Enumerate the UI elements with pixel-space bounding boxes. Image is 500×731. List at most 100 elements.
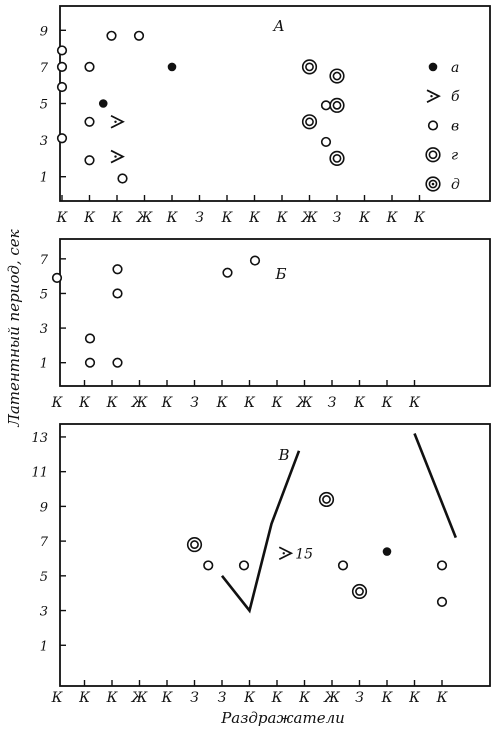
panel-v-point-6 bbox=[382, 547, 392, 556]
panel-a-x-label-1: К bbox=[83, 210, 96, 226]
panel-a-point-10-dot bbox=[114, 155, 117, 158]
y-axis-title: Латентный период, сек bbox=[5, 229, 23, 427]
panel-a-point-2 bbox=[56, 81, 68, 93]
panel-b-y-tick-label-1: 3 bbox=[40, 322, 48, 337]
panel-v-x-label-4: К bbox=[161, 690, 174, 706]
panel-a-y-tick-label-1: 3 bbox=[40, 134, 48, 149]
panel-a-legend-label-1: б bbox=[451, 89, 460, 105]
panel-a-x-label-7: К bbox=[248, 210, 261, 226]
panel-a-x-label-5: З bbox=[195, 210, 204, 226]
panel-a-frame bbox=[59, 5, 491, 202]
panel-a-label: А bbox=[272, 17, 284, 35]
panel-v-y-tick-label-1: 3 bbox=[40, 605, 48, 620]
panel-a-legend-symbol-1-dot bbox=[430, 94, 433, 98]
panel-v-point-0 bbox=[186, 536, 203, 553]
panel-a-x-label-8: К bbox=[276, 210, 289, 226]
panel-v-series-line-0 bbox=[220, 450, 301, 614]
panel-a-point-12 bbox=[133, 30, 145, 41]
panel-a-point-1 bbox=[56, 61, 68, 73]
panel-v-frame bbox=[59, 423, 491, 687]
panel-v-x-label-8: К bbox=[271, 690, 284, 706]
panel-v-x-label-1: К bbox=[78, 690, 91, 706]
panel-a-point-10 bbox=[110, 149, 125, 164]
panel-a-point-6 bbox=[84, 155, 95, 166]
panel-v-annotation-arrow-dot bbox=[282, 552, 285, 555]
panel-b-x-label-7: К bbox=[243, 395, 256, 411]
panel-b-x-label-11: К bbox=[353, 395, 366, 411]
panel-b-point-6 bbox=[222, 267, 233, 278]
panel-v-x-label-7: К bbox=[243, 690, 256, 706]
panel-v-y-tick-label-5: 11 bbox=[31, 466, 48, 481]
panel-v-point-2 bbox=[238, 560, 250, 571]
panel-a-point-17 bbox=[320, 136, 332, 148]
panel-b-y-tick-label-0: 1 bbox=[40, 357, 48, 372]
panel-a-point-19-inner bbox=[332, 100, 342, 110]
panel-a-point-4 bbox=[84, 61, 95, 73]
panel-v-y-tick-label-2: 5 bbox=[40, 570, 48, 585]
panel-a-legend-label-3: г bbox=[451, 148, 458, 164]
panel-a-point-7 bbox=[98, 99, 108, 108]
panel-a-point-15 bbox=[301, 114, 318, 130]
panel-a-legend-symbol-0 bbox=[428, 62, 438, 72]
panel-b-x-label-4: К bbox=[161, 395, 174, 411]
panel-a-legend-symbol-4-inner bbox=[428, 179, 438, 189]
panel-b-x-label-9: Ж bbox=[296, 395, 314, 411]
panel-a-point-3 bbox=[56, 133, 68, 144]
panel-b-frame bbox=[59, 238, 491, 387]
panel-v-x-label-5: З bbox=[190, 690, 199, 706]
panel-a-point-8 bbox=[106, 30, 117, 41]
panel-v-x-label-2: К bbox=[106, 690, 119, 706]
panel-a-point-16 bbox=[320, 100, 332, 111]
panel-b-point-3 bbox=[112, 264, 123, 275]
panel-a-x-label-2: К bbox=[111, 210, 124, 226]
panel-a-x-label-11: К bbox=[358, 210, 371, 226]
panel-a-y-tick-label-2: 5 bbox=[40, 98, 48, 113]
panel-a-point-5 bbox=[84, 116, 95, 127]
panel-a-y-tick-label-0: 1 bbox=[40, 171, 48, 186]
panel-b-point-1 bbox=[84, 333, 96, 344]
panel-a-point-0 bbox=[56, 45, 68, 56]
panel-v-y-tick-label-0: 1 bbox=[40, 639, 48, 654]
panel-v-annotation-label: 15 bbox=[295, 546, 313, 562]
panel-v-x-label-12: К bbox=[381, 690, 394, 706]
panel-a-x-label-13: К bbox=[413, 210, 426, 226]
panel-a-y-tick-label-3: 7 bbox=[40, 61, 49, 76]
panel-b-x-label-1: К bbox=[78, 395, 91, 411]
panel-v-point-5 bbox=[351, 583, 368, 600]
panel-a-x-label-6: К bbox=[221, 210, 234, 226]
panel-v-x-label-3: Ж bbox=[131, 690, 149, 706]
panel-v-y-tick-label-4: 9 bbox=[40, 500, 48, 515]
panel-v-x-label-11: З bbox=[355, 690, 364, 706]
panel-v-x-label-0: К bbox=[51, 690, 64, 706]
panel-a-x-label-9: Ж bbox=[301, 210, 319, 226]
panel-b-x-label-6: К bbox=[216, 395, 229, 411]
panel-a-point-14-inner bbox=[305, 62, 314, 72]
panel-a-point-9 bbox=[110, 115, 125, 129]
panel-a-legend-symbol-1 bbox=[426, 89, 441, 103]
panel-a-legend-symbol-4-dot bbox=[431, 182, 435, 186]
panel-v-x-label-9: К bbox=[298, 690, 311, 706]
panel-a-legend-symbol-3 bbox=[425, 147, 441, 163]
panel-a-point-15-inner bbox=[305, 117, 314, 127]
panel-a-legend-label-0: а bbox=[451, 60, 459, 76]
panel-a-point-9-dot bbox=[114, 120, 117, 124]
panel-b-x-label-10: З bbox=[328, 395, 337, 411]
panel-v-point-1 bbox=[203, 560, 214, 571]
panel-a-point-13 bbox=[167, 62, 177, 72]
panel-v-label: В bbox=[277, 446, 289, 464]
panel-b-x-label-13: К bbox=[408, 395, 421, 411]
panel-a-y-tick-label-4: 9 bbox=[40, 24, 48, 39]
panel-b-x-label-8: К bbox=[271, 395, 284, 411]
panel-v-point-5-inner bbox=[355, 587, 364, 596]
panel-a-point-20 bbox=[329, 150, 345, 166]
panel-v-series-line-1 bbox=[413, 433, 458, 539]
panel-b-x-label-0: К bbox=[51, 395, 64, 411]
panel-v-y-tick-label-6: 13 bbox=[31, 431, 48, 446]
panel-v-point-3-inner bbox=[322, 495, 331, 504]
panel-v-point-3 bbox=[318, 491, 335, 508]
panel-b-x-label-5: З bbox=[190, 395, 199, 411]
panel-b-x-label-12: К bbox=[381, 395, 394, 411]
panel-b-y-tick-label-3: 7 bbox=[40, 253, 49, 268]
panel-a-point-14 bbox=[301, 59, 318, 75]
